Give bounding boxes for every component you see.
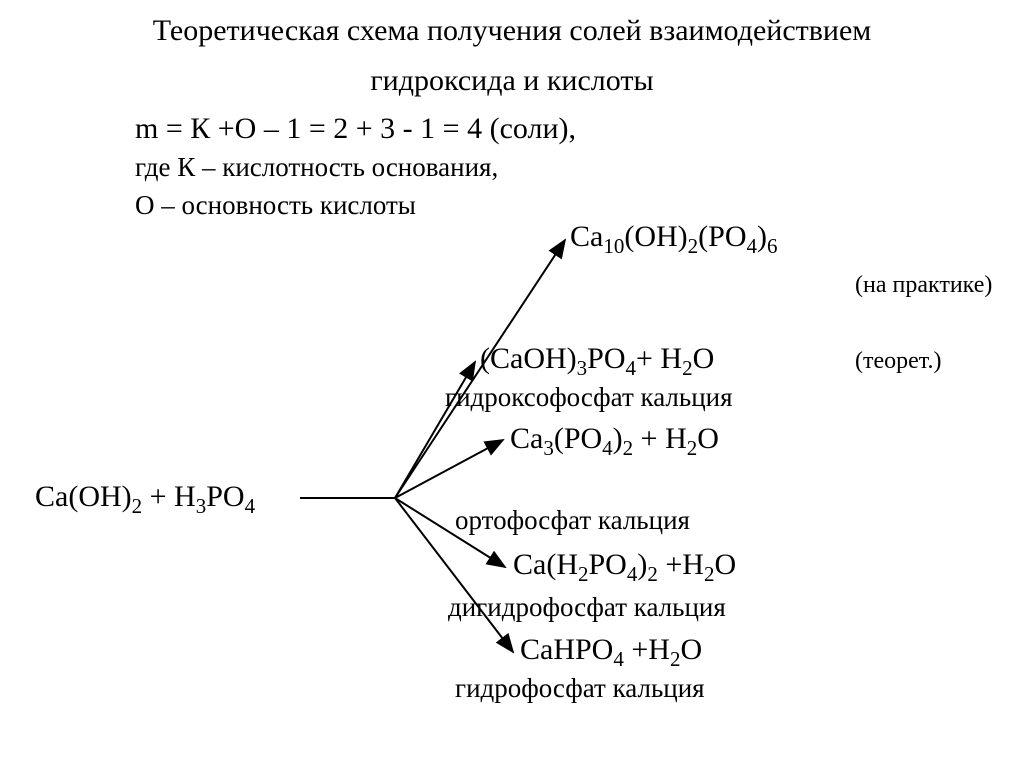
reaction-arrows [0, 0, 1024, 767]
